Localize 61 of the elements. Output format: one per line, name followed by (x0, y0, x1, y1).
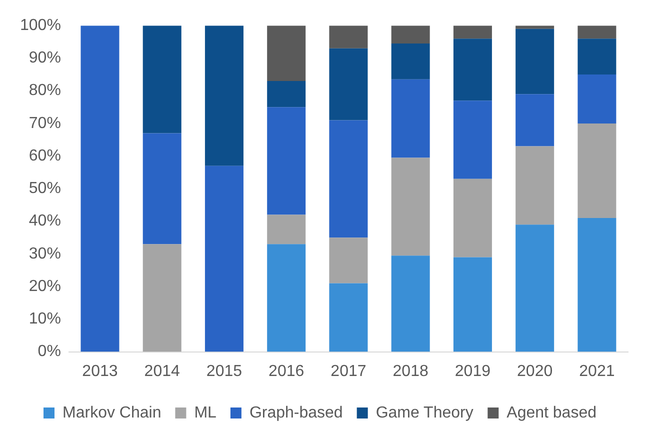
bar (453, 100, 492, 179)
bar (516, 146, 554, 225)
bar (391, 44, 430, 80)
bar (204, 166, 244, 352)
bar (267, 244, 306, 352)
bar (142, 26, 182, 134)
y-tick-label: 60% (28, 147, 61, 164)
bar (142, 133, 182, 244)
x-tick-label: 2016 (268, 362, 304, 380)
bar (578, 123, 616, 218)
y-tick-label: 10% (28, 310, 61, 328)
bar (204, 26, 244, 166)
bar (80, 26, 120, 352)
y-tick-label: 100% (20, 17, 61, 34)
bar (267, 107, 306, 215)
bar (142, 244, 182, 352)
bar (391, 158, 430, 256)
y-tick-label: 20% (28, 278, 61, 295)
bar (329, 238, 368, 284)
y-tick-label: 50% (28, 180, 61, 198)
bar (329, 26, 368, 48)
legend-label: Graph-based (249, 404, 343, 422)
legend-label: Agent based (506, 404, 596, 422)
bar (391, 256, 430, 352)
bar (267, 26, 306, 82)
x-tick-label: 2013 (82, 362, 118, 380)
x-tick-label: 2021 (579, 362, 615, 380)
bar (267, 81, 306, 108)
bar (516, 28, 554, 94)
x-tick-label: 2020 (517, 362, 553, 380)
y-tick-label: 90% (28, 50, 61, 67)
bar (578, 38, 616, 75)
bar (453, 178, 492, 258)
y-tick-label: 40% (28, 212, 61, 230)
bar (516, 26, 554, 29)
legend-label: Markov Chain (62, 404, 162, 422)
y-tick-label: 70% (28, 114, 61, 132)
bar (329, 283, 368, 352)
bar (578, 74, 616, 124)
bar (267, 214, 306, 244)
y-tick-label: 80% (28, 82, 61, 100)
bar (453, 38, 492, 101)
x-tick-label: 2015 (206, 362, 242, 380)
y-tick-label: 30% (28, 245, 61, 262)
x-tick-label: 2014 (144, 362, 180, 380)
x-tick-label: 2019 (454, 362, 491, 380)
bar (391, 26, 430, 44)
bar (453, 26, 492, 39)
legend-label: ML (194, 404, 217, 422)
bar (329, 48, 368, 120)
bar (453, 257, 492, 352)
y-tick-label: 0% (38, 343, 61, 360)
bar (578, 26, 616, 39)
bar (391, 79, 430, 158)
x-tick-label: 2018 (392, 362, 428, 380)
bar (329, 120, 368, 238)
legend-label: Game Theory (376, 404, 474, 422)
bar (516, 224, 554, 352)
x-tick-label: 2017 (330, 362, 366, 380)
bar (578, 218, 616, 352)
bar (516, 94, 554, 146)
